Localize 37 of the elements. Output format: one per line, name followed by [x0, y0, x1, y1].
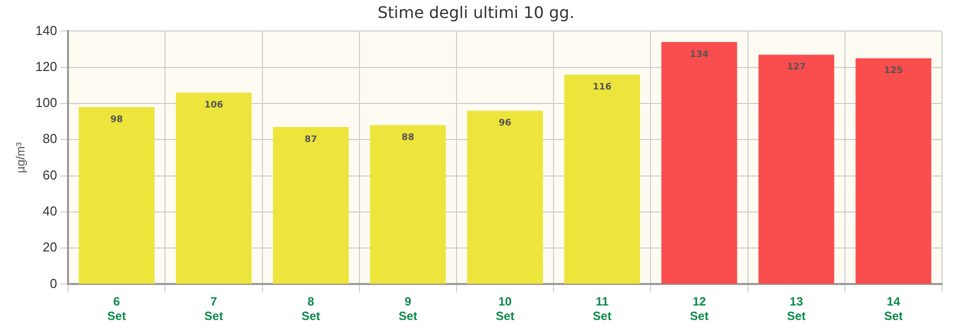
chart-title: Stime degli ultimi 10 gg. [378, 2, 574, 22]
data-label: 98 [110, 114, 123, 125]
data-label: 96 [498, 118, 512, 129]
bar [467, 110, 543, 284]
data-label: 134 [690, 50, 709, 60]
y-tick-label: 120 [35, 58, 58, 74]
bar [661, 42, 738, 284]
bar [176, 92, 252, 284]
bar [78, 107, 155, 284]
y-axis-title: µg/m³ [14, 142, 28, 174]
bar [564, 74, 640, 284]
x-tick-label: 11 Set [592, 294, 612, 324]
y-tick-label: 80 [42, 131, 58, 146]
x-tick-label: 7 Set [204, 294, 224, 324]
x-tick-label: 10 Set [496, 294, 514, 324]
y-tick-label: 20 [42, 240, 58, 255]
bar [370, 125, 446, 284]
bar [856, 58, 932, 284]
x-tick-label: 8 Set [302, 294, 320, 324]
data-label: 125 [884, 66, 903, 76]
data-label: 106 [204, 100, 224, 110]
y-tick-label: 0 [50, 276, 58, 291]
data-label: 88 [402, 133, 414, 144]
y-tick-label: 140 [35, 22, 58, 38]
x-tick-label: 14 Set [884, 294, 903, 324]
bar [272, 126, 349, 284]
x-tick-label: 13 Set [787, 294, 806, 324]
data-label: 87 [304, 134, 318, 145]
data-label: 116 [592, 82, 612, 92]
y-tick-label: 60 [42, 167, 58, 182]
data-label: 127 [786, 62, 806, 73]
x-tick-label: 9 Set [398, 294, 418, 324]
x-tick-label: 12 Set [690, 294, 709, 324]
x-tick-label: 6 Set [107, 294, 126, 324]
bar [758, 54, 834, 284]
y-tick-label: 100 [35, 95, 58, 110]
y-tick-label: 40 [42, 203, 58, 218]
